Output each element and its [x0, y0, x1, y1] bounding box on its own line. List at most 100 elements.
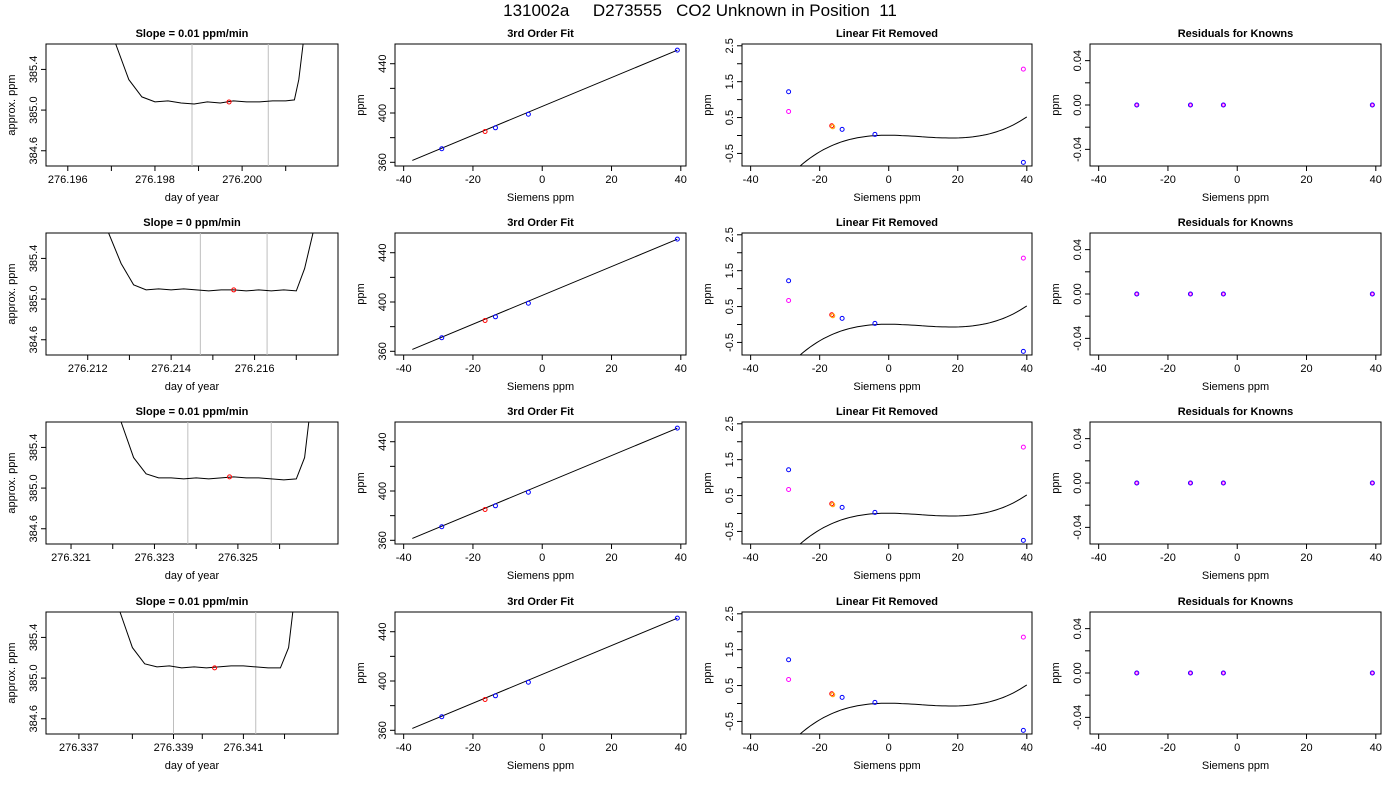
known-point [439, 714, 445, 720]
known-point [439, 524, 445, 530]
x-tick-label: 276.339 [154, 742, 194, 754]
unknown-point [829, 312, 835, 318]
x-tick-label: 40 [675, 552, 687, 564]
fit-curve [799, 494, 1028, 544]
panel-4: Slope = 0.01 ppm/min 276.337 276.339 276.34… [6, 596, 339, 772]
fit-curve [799, 116, 1028, 166]
x-tick-label: -20 [1160, 174, 1176, 186]
unknown-point-fit [830, 502, 836, 508]
plot-frame [741, 43, 1033, 167]
panel-3: Slope = 0.01 ppm/min 276.321 276.323 276.32… [6, 406, 339, 582]
y-axis-label: ppm [1050, 662, 1062, 683]
x-tick-label: 40 [1370, 742, 1382, 754]
unknown-point [829, 691, 835, 697]
plot-frame [741, 611, 1033, 735]
y-tick-label: 385.4 [28, 56, 40, 84]
linear-residual-point [786, 486, 792, 492]
y-tick-label: 385.0 [28, 664, 40, 692]
x-axis-label: Siemens ppm [853, 192, 920, 204]
linear-residual-point [1020, 634, 1026, 640]
plot-area [786, 634, 1028, 734]
panel-15: Residuals for Knowns -40 -20 0 20 40 -0.04 0.00… [1050, 406, 1382, 582]
x-tick-label: 276.321 [51, 552, 91, 564]
y-tick-label: -0.5 [724, 333, 736, 352]
known-point [1369, 291, 1375, 297]
x-tick-label: -40 [1091, 552, 1107, 564]
y-tick-label: 400 [377, 672, 389, 690]
x-axis-label: Siemens ppm [507, 570, 574, 582]
x-tick-label: 40 [1021, 742, 1033, 754]
y-axis-label: approx. ppm [6, 642, 18, 703]
panel-5: 3rd Order Fit -40 -20 0 20 40 360 400 440 Siemens… [355, 28, 687, 204]
y-tick-label: 360 [377, 721, 389, 739]
y-axis-label: ppm [702, 662, 714, 683]
x-tick-label: -20 [1160, 363, 1176, 375]
plot-frame [394, 43, 687, 167]
panel-8: 3rd Order Fit -40 -20 0 20 40 360 400 440 Siemens… [355, 596, 687, 772]
y-tick-label: 360 [377, 153, 389, 171]
known-point [1020, 537, 1026, 543]
known-point [525, 489, 531, 495]
x-tick-label: 0 [539, 552, 545, 564]
known-point-inner [1370, 481, 1375, 485]
x-tick-label: 0 [1234, 552, 1240, 564]
x-tick-label: 276.216 [235, 363, 275, 375]
known-point [1187, 102, 1193, 108]
known-point [839, 504, 845, 510]
x-tick-label: 276.200 [222, 174, 262, 186]
x-axis-label: Siemens ppm [1202, 760, 1269, 772]
y-tick-label: 440 [377, 55, 389, 73]
known-point [674, 236, 680, 242]
x-tick-label: 0 [886, 742, 892, 754]
panel-title: Linear Fit Removed [836, 28, 938, 40]
x-tick-label: -20 [1160, 742, 1176, 754]
panel-title: Slope = 0.01 ppm/min [136, 406, 249, 418]
sample-point [226, 99, 232, 105]
x-axis-label: Siemens ppm [507, 760, 574, 772]
known-point [492, 503, 498, 509]
x-tick-label: 20 [605, 363, 617, 375]
fit-line [412, 49, 678, 161]
x-tick-label: 276.212 [68, 363, 108, 375]
x-tick-label: -40 [396, 552, 412, 564]
x-axis-label: day of year [165, 760, 220, 772]
y-tick-label: 0.5 [724, 678, 736, 693]
known-point [1369, 102, 1375, 108]
x-axis-label: Siemens ppm [507, 192, 574, 204]
plot-area [412, 236, 680, 350]
known-point [1220, 670, 1226, 676]
plot-frame [45, 611, 339, 735]
panel-title: Residuals for Knowns [1178, 406, 1294, 418]
x-tick-label: -40 [396, 174, 412, 186]
plot-frame [741, 232, 1033, 356]
plot-frame [394, 611, 687, 735]
y-tick-label: 0.00 [1072, 472, 1084, 493]
panel-2: Slope = 0 ppm/min 276.212 276.214 276.216 38… [6, 217, 339, 393]
x-tick-label: 20 [952, 174, 964, 186]
x-axis-label: Siemens ppm [1202, 192, 1269, 204]
y-axis-label: ppm [702, 94, 714, 115]
y-tick-label: 0.5 [724, 110, 736, 125]
y-tick-label: 1.5 [724, 74, 736, 89]
x-tick-label: -40 [396, 363, 412, 375]
x-tick-label: 0 [886, 363, 892, 375]
plot-area [786, 444, 1028, 544]
known-point [525, 300, 531, 306]
x-axis-label: day of year [165, 192, 220, 204]
panel-title: Linear Fit Removed [836, 596, 938, 608]
plot-frame [394, 421, 687, 545]
x-tick-label: -40 [743, 742, 759, 754]
panel-13: Residuals for Knowns -40 -20 0 20 40 -0.04 0.00… [1050, 28, 1382, 204]
panel-title: Slope = 0 ppm/min [143, 217, 241, 229]
x-tick-label: 20 [952, 552, 964, 564]
known-point [525, 111, 531, 117]
x-tick-label: 276.323 [135, 552, 175, 564]
known-point [674, 47, 680, 53]
panel-title: 3rd Order Fit [507, 217, 574, 229]
x-tick-label: 20 [1300, 742, 1312, 754]
known-point [839, 315, 845, 321]
y-tick-label: 2.5 [724, 38, 736, 53]
known-point-inner [1370, 671, 1375, 675]
x-tick-label: -40 [396, 742, 412, 754]
